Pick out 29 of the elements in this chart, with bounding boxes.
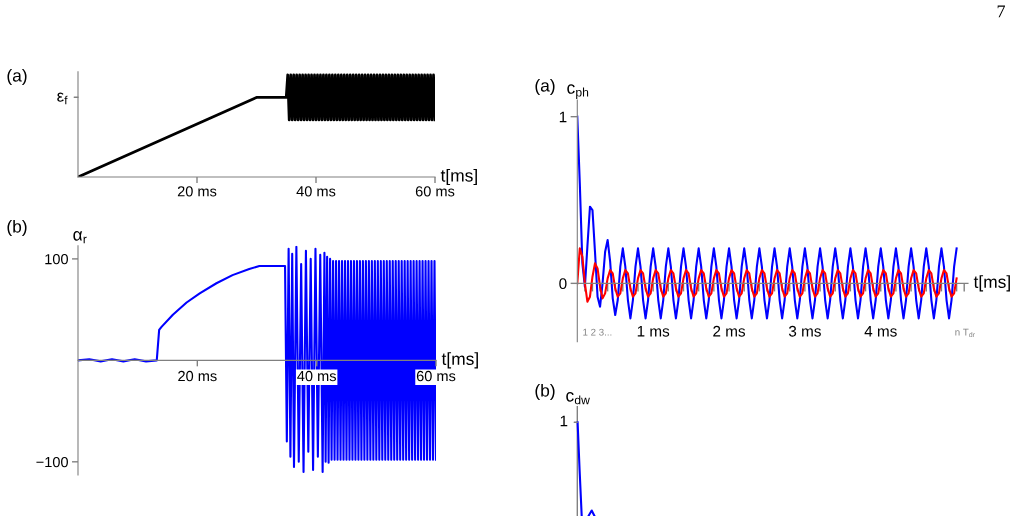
x-tick-label: 20 ms: [177, 186, 217, 197]
chart-title: (a): [7, 68, 27, 86]
y-axis-title: c$_{ph}$: [567, 84, 589, 99]
text: (b): [535, 383, 555, 401]
x-tick-label: 40 ms: [296, 186, 336, 197]
x-tick-label: 1 ms: [637, 326, 670, 337]
chart-title: (b): [7, 219, 27, 237]
x-axis-title: t[ms]: [973, 275, 1010, 292]
x-axis-title: t[ms]: [441, 352, 478, 369]
line-series: [78, 245, 436, 473]
x-tick-label: 60 ms: [416, 370, 456, 382]
x-tick-label: 3 ms: [788, 325, 821, 337]
annotation: n T$_{dr}$: [955, 328, 975, 338]
x-tick-label: 40 ms: [297, 370, 336, 382]
y-axis-title: α$_{r}$: [73, 231, 87, 244]
x-tick-label: 60 ms: [415, 186, 455, 197]
x-tick-label: 2 ms: [713, 325, 746, 337]
annotation: 1 2 3...: [583, 328, 612, 336]
line-series: [577, 247, 958, 303]
x-tick-label: 4 ms: [864, 326, 897, 337]
text: ε$_{f}$: [57, 92, 68, 105]
x-tick-label: 20 ms: [178, 370, 217, 382]
chart-title: (a): [535, 78, 555, 96]
text: c$_{dw}$: [566, 392, 590, 405]
y-tick-label: −100: [36, 456, 68, 468]
x-axis-title: t[ms]: [440, 168, 477, 186]
y-tick-label: 0: [559, 278, 567, 290]
y-tick-label: 100: [45, 253, 68, 265]
text: 7: [997, 5, 1005, 18]
